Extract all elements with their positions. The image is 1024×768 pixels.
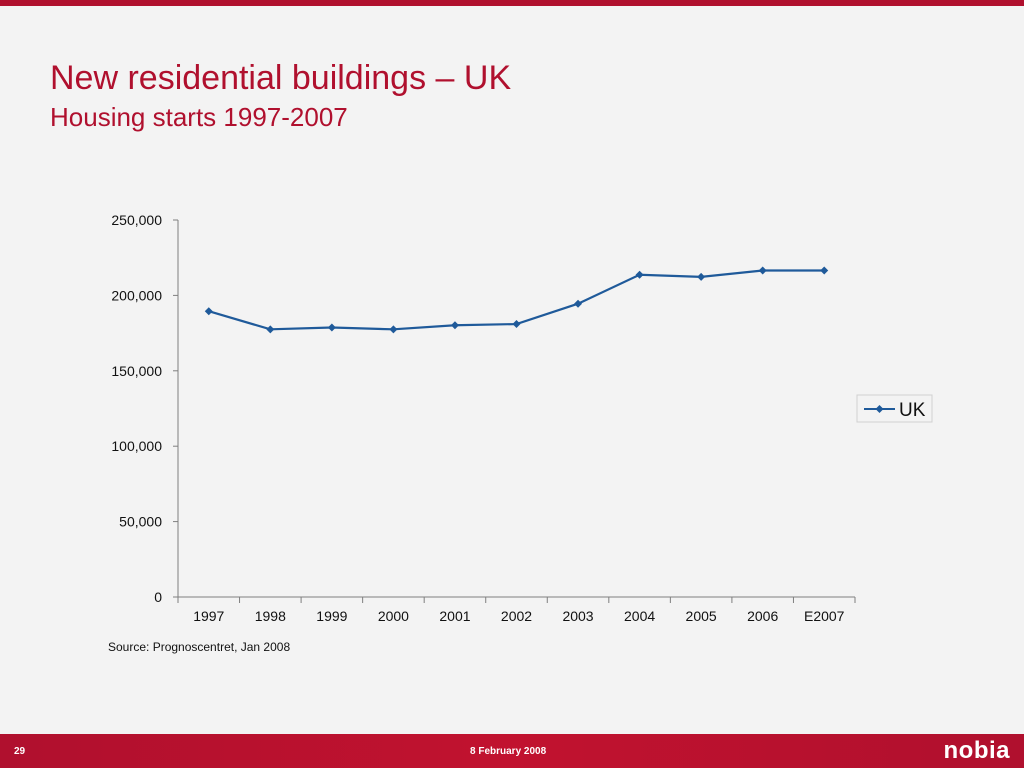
data-point-marker (635, 270, 644, 279)
y-tick-label: 150,000 (111, 363, 162, 379)
data-point-marker (697, 272, 706, 281)
chart-axes (173, 219, 856, 603)
data-point-marker (327, 323, 336, 332)
chart-legend: UK (856, 394, 933, 423)
x-tick-label: 2006 (747, 608, 778, 624)
data-point-marker (389, 325, 398, 334)
legend-diamond-marker (875, 405, 884, 413)
y-tick-label: 50,000 (119, 514, 162, 530)
x-tick-label: 2003 (562, 608, 593, 624)
x-tick-label: E2007 (804, 608, 845, 624)
x-tick-label: 1998 (255, 608, 286, 624)
x-tick-labels: 1997 1998 1999 2000 2001 2002 2003 2004 2005 2006… (193, 608, 844, 624)
series-layer (204, 266, 829, 334)
y-tick-label: 250,000 (111, 212, 162, 228)
legend-label-uk: UK (899, 400, 926, 421)
data-point-marker (574, 299, 583, 308)
footer-bar: 29 8 February 2008 nobia (0, 734, 1024, 768)
x-tick-label: 2000 (378, 608, 409, 624)
x-tick-label: 1999 (316, 608, 347, 624)
slide-title: New residential buildings – UK (50, 59, 512, 97)
data-point-marker (266, 325, 275, 334)
y-tick-label: 200,000 (111, 287, 162, 303)
nobia-logo: nobia (943, 737, 1010, 764)
data-point-marker (204, 307, 213, 316)
x-tick-label: 2002 (501, 608, 532, 624)
top-accent-bar (0, 0, 1024, 6)
x-tick-label: 1997 (193, 608, 224, 624)
data-point-marker (820, 266, 829, 275)
source-note: Source: Prognoscentret, Jan 2008 (108, 640, 291, 654)
footer-date: 8 February 2008 (470, 746, 547, 757)
page-number: 29 (14, 746, 26, 757)
data-point-marker (758, 266, 767, 275)
y-tick-label: 0 (154, 589, 162, 605)
x-tick-label: 2001 (439, 608, 470, 624)
data-point-marker (450, 321, 459, 330)
y-tick-label: 100,000 (111, 438, 162, 454)
slide-subtitle: Housing starts 1997-2007 (50, 102, 348, 132)
data-point-marker (512, 320, 521, 329)
housing-starts-chart: 0 50,000 100,000 150,000 200,000 250,000 1997… (111, 212, 933, 624)
x-tick-label: 2004 (624, 608, 655, 624)
x-tick-label: 2005 (686, 608, 717, 624)
y-tick-labels: 0 50,000 100,000 150,000 200,000 250,000 (111, 212, 162, 605)
